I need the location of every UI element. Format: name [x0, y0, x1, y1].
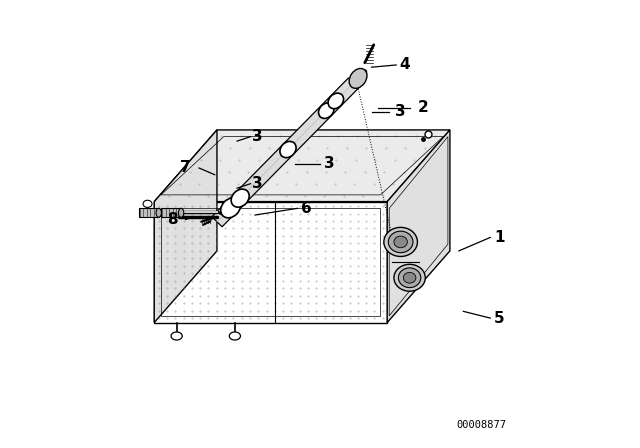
- Ellipse shape: [328, 93, 344, 109]
- Ellipse shape: [229, 332, 241, 340]
- Text: 3: 3: [324, 156, 334, 171]
- Text: 4: 4: [400, 57, 410, 73]
- Polygon shape: [161, 208, 181, 217]
- Text: 1: 1: [494, 230, 504, 245]
- Ellipse shape: [143, 200, 152, 207]
- Ellipse shape: [394, 236, 408, 248]
- Polygon shape: [387, 130, 450, 323]
- Polygon shape: [154, 202, 387, 323]
- Text: 2: 2: [418, 100, 428, 115]
- Text: 6: 6: [301, 201, 312, 216]
- Polygon shape: [138, 208, 159, 217]
- Text: 5: 5: [494, 310, 504, 326]
- Ellipse shape: [349, 69, 367, 88]
- Ellipse shape: [403, 272, 416, 283]
- Polygon shape: [154, 130, 217, 323]
- Text: 3: 3: [252, 129, 262, 144]
- Ellipse shape: [156, 208, 161, 217]
- Ellipse shape: [280, 142, 296, 158]
- Ellipse shape: [221, 198, 241, 218]
- Text: 00008877: 00008877: [456, 420, 506, 430]
- Text: 3: 3: [252, 176, 262, 191]
- Polygon shape: [212, 78, 358, 227]
- Ellipse shape: [384, 227, 417, 256]
- Polygon shape: [154, 130, 450, 202]
- Ellipse shape: [171, 332, 182, 340]
- Ellipse shape: [398, 268, 421, 288]
- Ellipse shape: [319, 103, 334, 118]
- Ellipse shape: [231, 189, 249, 207]
- Text: 8: 8: [167, 212, 177, 227]
- Ellipse shape: [179, 208, 184, 217]
- Ellipse shape: [388, 231, 413, 253]
- Text: 3: 3: [396, 104, 406, 120]
- Ellipse shape: [394, 264, 426, 291]
- Text: 7: 7: [180, 160, 191, 176]
